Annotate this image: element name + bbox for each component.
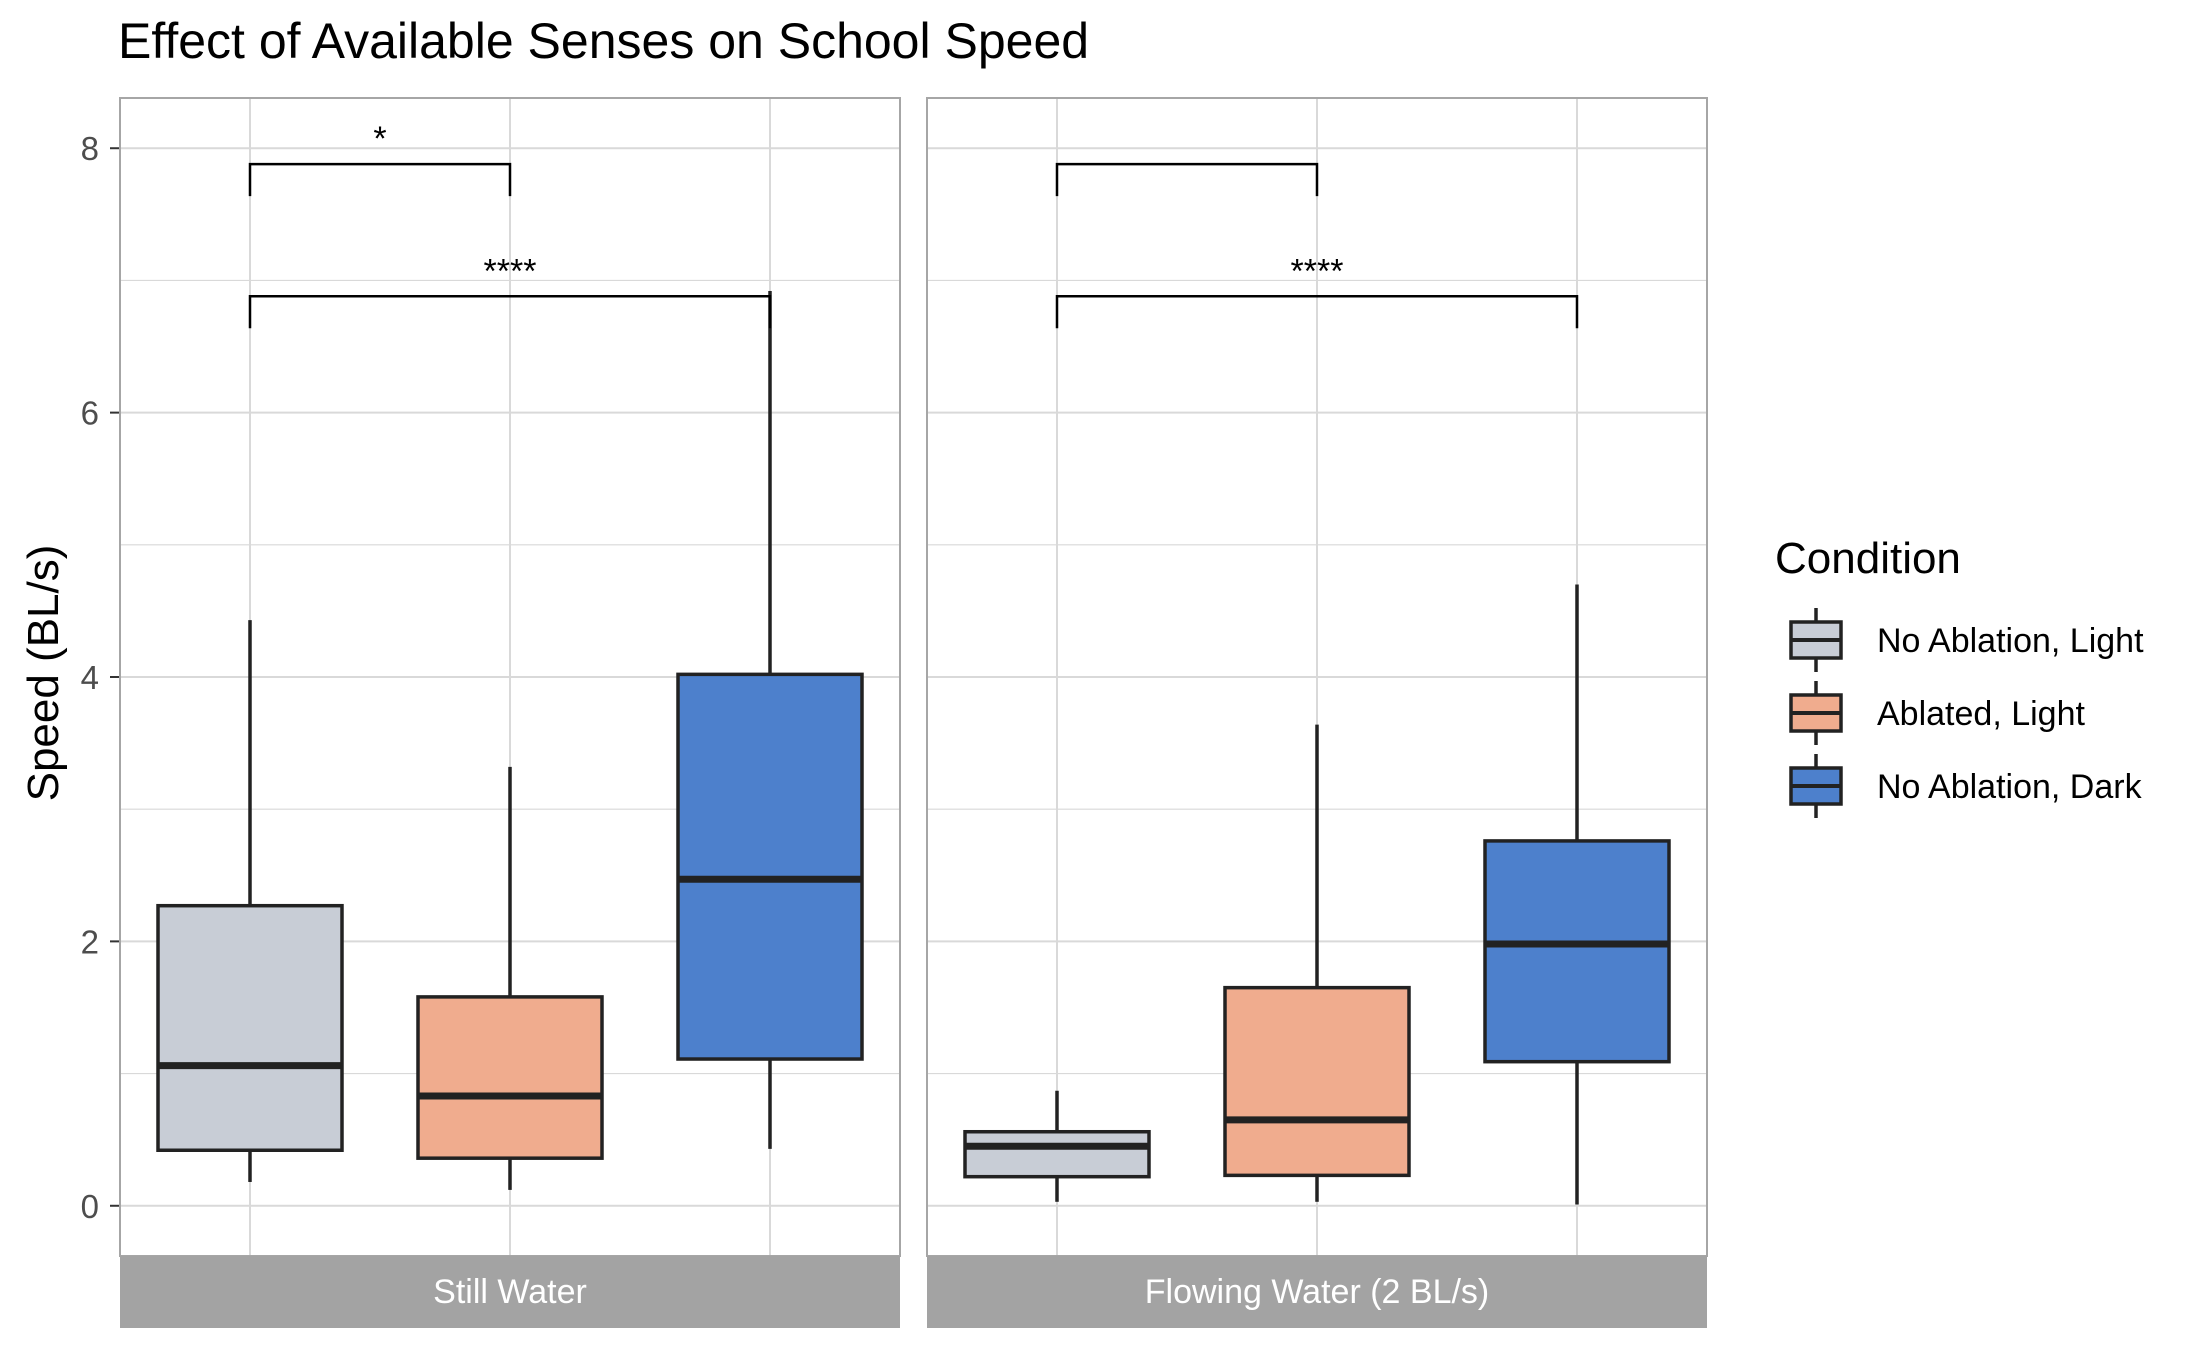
significance-label: **** (1291, 252, 1344, 290)
legend-title: Condition (1775, 534, 1961, 583)
significance-bracket: **** (248, 252, 772, 329)
facet-strip-label: Still Water (433, 1273, 587, 1311)
box-no-ablation-light (156, 620, 344, 1182)
y-tick-label: 6 (81, 395, 99, 432)
bracket-line (1055, 295, 1579, 329)
legend: Condition No Ablation, Light Ablated, Lig… (1775, 534, 2144, 818)
chart-title: Effect of Available Senses on School Spe… (118, 13, 1089, 69)
y-tick-label: 8 (81, 130, 99, 167)
legend-label: No Ablation, Light (1877, 622, 2144, 660)
bracket-line (1055, 162, 1319, 197)
facet-strip-label: Flowing Water (2 BL/s) (1145, 1273, 1490, 1311)
significance-label: * (373, 120, 386, 158)
box-body (416, 995, 604, 1160)
y-tick-label: 4 (81, 659, 99, 696)
facet-strip (120, 1256, 900, 1328)
facet-panel: *****Still Water (119, 97, 901, 1328)
box-body (963, 1129, 1151, 1179)
significance-label: **** (484, 252, 537, 290)
legend-label: Ablated, Light (1877, 695, 2085, 733)
box-body (1223, 985, 1411, 1178)
box-no-ablation-dark (676, 291, 864, 1149)
y-axis-ticks: 0 2 4 6 8 (81, 130, 120, 1225)
y-tick-label: 2 (81, 923, 99, 960)
box-body (676, 672, 864, 1061)
box-no-ablation-dark (1483, 584, 1671, 1205)
significance-bracket: **** (1055, 252, 1579, 329)
significance-bracket (1055, 162, 1319, 197)
box-body (156, 903, 344, 1152)
y-tick-label: 0 (81, 1188, 99, 1225)
box-ablated-light (1223, 724, 1411, 1202)
legend-key (1789, 681, 1843, 745)
box-body (1483, 839, 1671, 1064)
bracket-line (248, 162, 512, 197)
facet-panel: **** Flowing Water (2 BL/s) (926, 97, 1708, 1328)
box-no-ablation-light (963, 1090, 1151, 1202)
legend-key (1789, 754, 1843, 818)
legend-label: No Ablation, Dark (1877, 768, 2143, 806)
y-axis-label: Speed (BL/s) (19, 545, 68, 802)
facet-panels: *****Still Water****Flowing Water (2 BL/… (119, 97, 1708, 1328)
facet-strip (927, 1256, 1707, 1328)
significance-bracket: * (248, 120, 512, 197)
legend-key (1789, 608, 1843, 672)
bracket-line (248, 295, 772, 329)
box-ablated-light (416, 766, 604, 1190)
